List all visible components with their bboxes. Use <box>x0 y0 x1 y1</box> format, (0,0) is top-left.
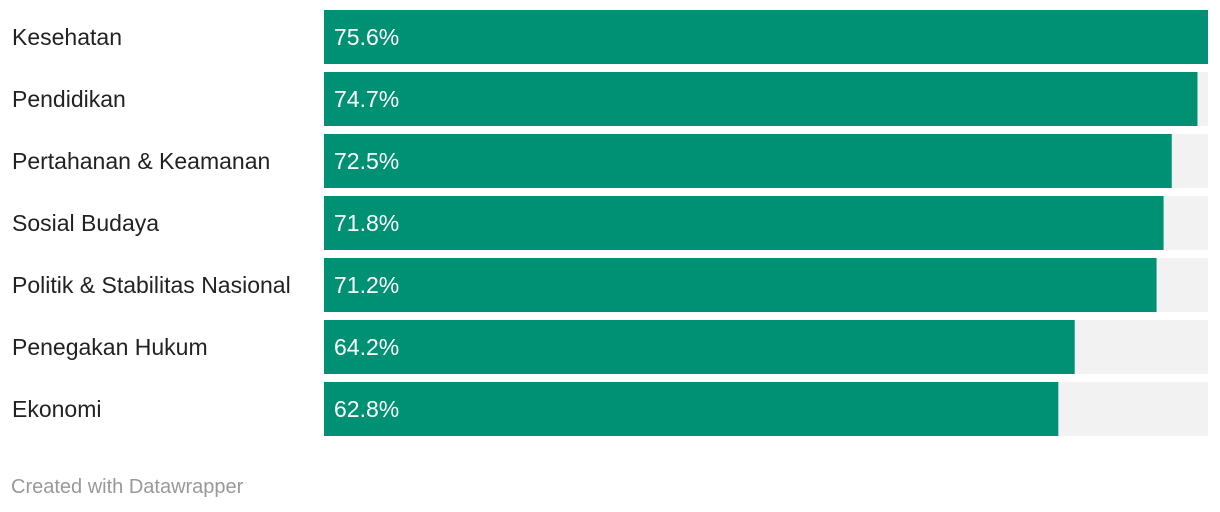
value-label: 72.5% <box>334 148 399 174</box>
bar-chart: Kesehatan 75.6% Pendidikan 74.7% Pertahanan … <box>12 10 1208 436</box>
bar <box>324 134 1172 188</box>
value-label: 75.6% <box>334 24 399 50</box>
bar <box>324 258 1157 312</box>
datawrapper-credit: Created with Datawrapper <box>11 476 244 498</box>
bar-row: Ekonomi 62.8% <box>12 382 1208 436</box>
category-label: Politik & Stabilitas Nasional <box>12 272 291 298</box>
bar <box>324 72 1198 126</box>
category-label: Penegakan Hukum <box>12 334 208 360</box>
value-label: 71.8% <box>334 210 399 236</box>
category-label: Pendidikan <box>12 86 126 112</box>
bar-row: Penegakan Hukum 64.2% <box>12 320 1208 374</box>
bar-row: Kesehatan 75.6% <box>12 10 1208 64</box>
value-label: 71.2% <box>334 272 399 298</box>
category-label: Ekonomi <box>12 396 101 422</box>
category-label: Kesehatan <box>12 24 122 50</box>
bar-row: Pertahanan & Keamanan 72.5% <box>12 134 1208 188</box>
value-label: 74.7% <box>334 86 399 112</box>
bar-row: Sosial Budaya 71.8% <box>12 196 1208 250</box>
bar <box>324 196 1164 250</box>
category-label: Pertahanan & Keamanan <box>12 148 270 174</box>
value-label: 62.8% <box>334 396 399 422</box>
bar <box>324 320 1075 374</box>
bar-row: Pendidikan 74.7% <box>12 72 1208 126</box>
value-label: 64.2% <box>334 334 399 360</box>
bar-row: Politik & Stabilitas Nasional 71.2% <box>12 258 1208 312</box>
category-label: Sosial Budaya <box>12 210 159 236</box>
bar <box>324 382 1059 436</box>
bar <box>324 10 1208 64</box>
